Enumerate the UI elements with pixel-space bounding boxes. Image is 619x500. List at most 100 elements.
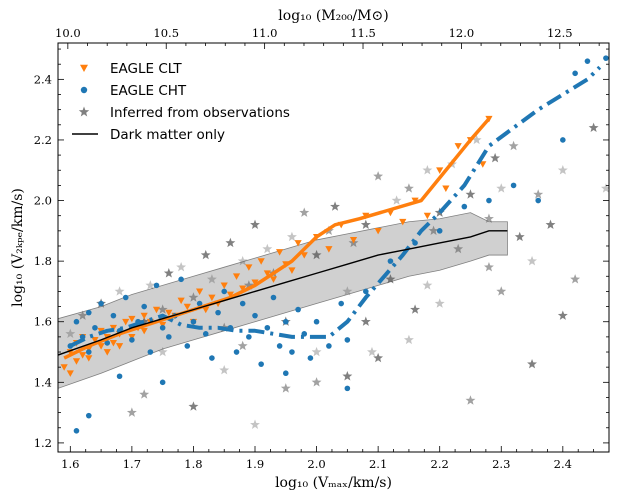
legend-cht-marker <box>80 86 88 94</box>
legend: EAGLE CLT EAGLE CHT Inferred from observat… <box>72 61 290 143</box>
observation-star <box>360 316 371 326</box>
cht-point <box>85 309 92 316</box>
clt-point <box>195 288 204 296</box>
cht-point <box>73 427 80 434</box>
cht-point <box>153 282 160 289</box>
observation-star <box>139 316 150 326</box>
observation-star <box>139 389 150 399</box>
cht-point <box>116 373 123 380</box>
observation-star <box>280 383 291 393</box>
clt-point <box>226 291 234 299</box>
observation-star <box>453 243 464 254</box>
x-tick-label: 2.1 <box>369 457 387 471</box>
x-tick-label: 2.3 <box>492 457 510 471</box>
clt-point <box>436 167 444 174</box>
cht-point <box>252 312 258 319</box>
cht-point <box>85 412 92 419</box>
observation-star <box>188 292 199 302</box>
observation-star <box>299 207 310 217</box>
y-tick-label: 2.0 <box>34 194 52 208</box>
y-tick-label: 2.2 <box>34 133 52 147</box>
cht-point <box>282 318 289 325</box>
clt-point <box>115 343 124 350</box>
observation-star <box>237 255 248 266</box>
axes: 1.6 1.7 1.8 1.9 2.0 2.1 2.2 2.3 2.4 10.0 10.5 11.0 1… <box>10 8 610 491</box>
y-tick-label: 1.8 <box>34 254 52 268</box>
cht-point <box>178 276 184 283</box>
observation-star <box>342 286 353 296</box>
cht-point <box>98 300 104 307</box>
x-tick-label: 1.6 <box>61 457 79 471</box>
x-tick-label: 2.0 <box>307 457 325 471</box>
cht-point <box>166 334 172 340</box>
cht-point <box>486 197 492 204</box>
clt-point <box>128 315 136 323</box>
observation-star <box>311 249 322 260</box>
observation-star <box>600 183 609 193</box>
cht-point <box>535 197 542 204</box>
top-tick-label: 12.0 <box>449 26 475 40</box>
cht-point <box>270 294 277 301</box>
top-tick-label: 10.0 <box>55 26 81 40</box>
cht-point <box>338 300 344 307</box>
clt-point <box>140 312 148 320</box>
cht-point <box>560 137 566 143</box>
top-axis-title: log₁₀ (M₂₀₀/M⊙) <box>278 8 388 24</box>
cht-point <box>603 55 609 61</box>
observation-star <box>188 401 199 411</box>
top-tick-label: 11.0 <box>252 26 278 40</box>
cht-point <box>159 379 166 386</box>
clt-point <box>232 273 241 280</box>
cht-point <box>110 312 117 319</box>
cht-point <box>233 349 240 355</box>
clt-point <box>479 161 487 168</box>
observation-star <box>250 219 260 229</box>
observation-star <box>428 225 439 236</box>
clt-point <box>177 297 185 305</box>
cht-median-line <box>69 65 602 348</box>
cht-point <box>461 203 468 210</box>
observation-star <box>126 407 137 417</box>
clt-point <box>239 285 247 292</box>
cht-point <box>282 370 289 377</box>
observation-star <box>410 304 421 314</box>
cht-point <box>141 303 147 310</box>
x-tick-label: 1.8 <box>184 457 202 471</box>
legend-label: EAGLE CLT <box>110 61 182 77</box>
cht-point <box>239 300 246 307</box>
clt-point <box>97 343 105 350</box>
cht-point <box>363 288 369 295</box>
clt-point <box>454 143 462 150</box>
cht-point <box>190 318 197 325</box>
observation-star <box>471 134 482 145</box>
cht-point <box>264 324 271 331</box>
observation-star <box>403 334 414 345</box>
cht-point <box>159 324 166 331</box>
clt-point <box>276 249 284 256</box>
observation-star <box>200 249 211 260</box>
clt-point <box>442 185 450 193</box>
observation-star <box>557 310 568 320</box>
y-tick-label: 1.6 <box>34 315 52 329</box>
observation-star <box>367 346 377 357</box>
observation-star <box>287 231 297 242</box>
observation-star <box>484 213 494 223</box>
clt-point <box>202 306 210 314</box>
clt-point <box>399 218 407 226</box>
cht-point <box>129 337 135 343</box>
observation-star <box>176 261 187 272</box>
legend-label: Inferred from observations <box>110 105 290 121</box>
observation-star <box>250 419 260 429</box>
y-axis-title: log₁₀ (V₂ₖₚₑ/km/s) <box>10 188 26 307</box>
observation-star <box>514 231 525 242</box>
observation-star <box>465 395 476 405</box>
observation-star <box>373 352 384 363</box>
observation-star <box>157 346 168 357</box>
cht-point <box>510 182 517 189</box>
top-tick-label: 11.5 <box>350 26 376 40</box>
observation-star <box>496 286 507 296</box>
cht-point <box>387 258 394 264</box>
observation-star <box>385 274 396 284</box>
cht-point <box>209 355 215 361</box>
